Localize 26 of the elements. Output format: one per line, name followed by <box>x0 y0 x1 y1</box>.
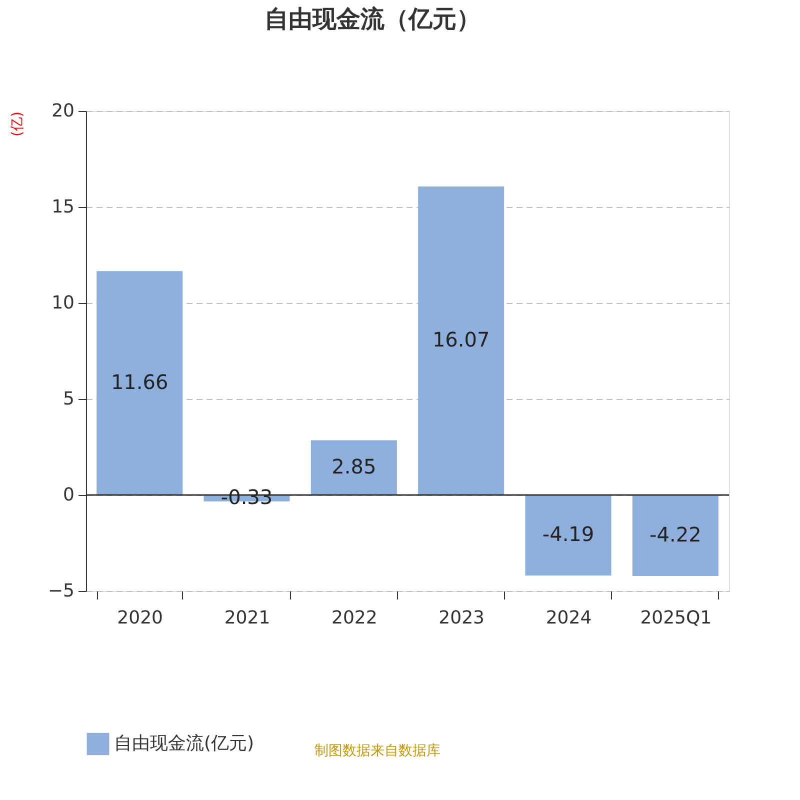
data-label: -4.22 <box>650 522 702 547</box>
y-tick-label: 15 <box>52 196 74 218</box>
x-tick-label: 2025Q1 <box>640 608 712 628</box>
y-axis-title: (亿) <box>10 112 26 136</box>
text: 制图数据来自数据库 <box>314 743 440 759</box>
legend-label: 自由现金流(亿元) <box>114 733 254 754</box>
bar <box>418 186 504 495</box>
bar <box>310 440 397 495</box>
x-tick-label: 2024 <box>546 608 592 628</box>
y-tick-label: 10 <box>52 292 74 314</box>
bar <box>525 495 612 576</box>
y-tick-label: −5 <box>48 580 74 602</box>
x-tick-label: 2021 <box>224 608 270 628</box>
data-label: -4.19 <box>542 522 594 546</box>
bar <box>632 495 718 576</box>
data-label: 16.07 <box>432 328 490 352</box>
x-tick-label: 2020 <box>117 608 163 628</box>
x-tick-label: 2022 <box>332 608 378 628</box>
y-tick-label: 5 <box>63 388 74 410</box>
y-tick-label: 20 <box>52 100 74 122</box>
x-tick-label: 2023 <box>438 608 484 628</box>
data-label: 11.66 <box>110 370 168 394</box>
y-tick-label: 0 <box>63 484 74 506</box>
data-label: 2.85 <box>332 454 376 479</box>
bar <box>96 271 183 495</box>
chart-title: 自由现金流（亿元） <box>264 5 480 33</box>
